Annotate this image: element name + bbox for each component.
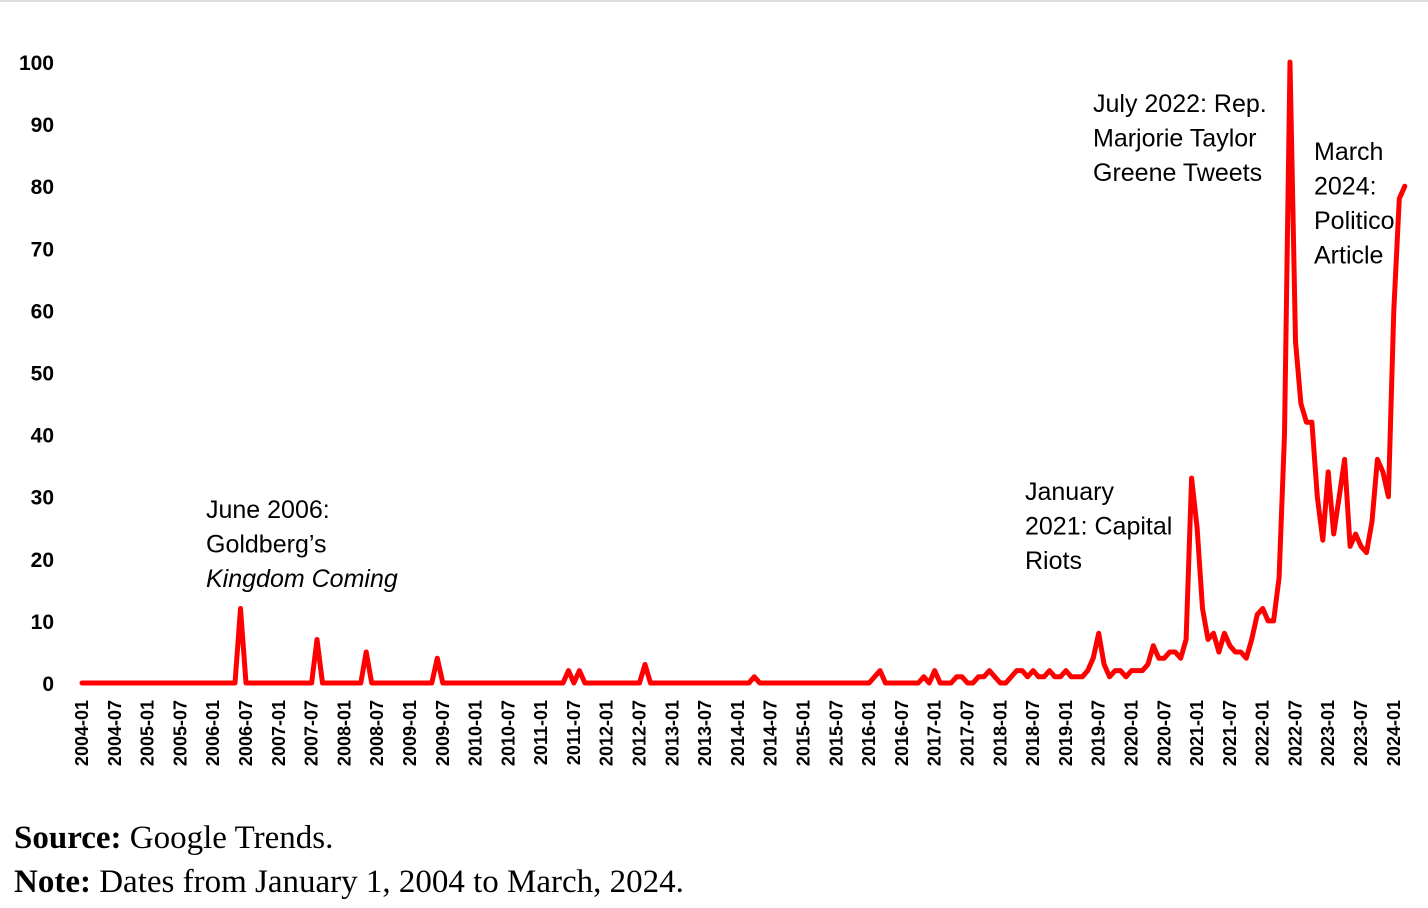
x-tick-label: 2013-01 xyxy=(662,700,682,766)
x-tick-label: 2004-01 xyxy=(72,700,92,766)
y-tick-label: 20 xyxy=(31,549,54,572)
x-tick-label: 2018-07 xyxy=(1023,700,1043,766)
note-line: Note: Dates from January 1, 2004 to Marc… xyxy=(14,860,684,904)
plot-area xyxy=(79,59,1408,686)
y-axis: 0 10 20 30 40 50 60 70 80 90 100 xyxy=(19,52,54,696)
x-tick-label: 2004-07 xyxy=(105,700,125,766)
y-tick-label: 80 xyxy=(31,176,54,199)
x-tick-label: 2012-01 xyxy=(597,700,617,766)
x-tick-label: 2005-07 xyxy=(170,700,190,766)
x-tick-label: 2016-01 xyxy=(859,700,879,766)
x-tick-label: 2017-01 xyxy=(925,700,945,766)
source-text: Google Trends. xyxy=(121,820,334,856)
x-tick-label: 2021-07 xyxy=(1220,700,1240,766)
annotation-3: July 2022: Rep. Marjorie Taylor Greene Twe… xyxy=(1093,90,1267,187)
x-tick-label: 2014-01 xyxy=(728,700,748,766)
x-tick-label: 2022-07 xyxy=(1285,700,1305,766)
y-tick-label: 10 xyxy=(31,611,54,634)
x-tick-label: 2019-01 xyxy=(1056,700,1076,766)
x-tick-label: 2016-07 xyxy=(892,700,912,766)
x-tick-label: 2023-01 xyxy=(1318,700,1338,766)
annotation-4: March 2024: Politico Article xyxy=(1314,138,1395,270)
x-tick-label: 2015-07 xyxy=(826,700,846,766)
footer-notes: Source: Google Trends. Note: Dates from … xyxy=(14,816,684,904)
x-tick-label: 2010-01 xyxy=(466,700,486,766)
x-tick-label: 2023-07 xyxy=(1351,700,1371,766)
x-tick-label: 2018-01 xyxy=(990,700,1010,766)
annotations: June 2006: Goldberg’s Kingdom Coming Januar… xyxy=(206,90,1395,593)
x-tick-label: 2008-01 xyxy=(334,700,354,766)
x-tick-label: 2011-01 xyxy=(531,700,551,765)
x-tick-label: 2009-01 xyxy=(400,700,420,766)
x-tick-label: 2015-01 xyxy=(794,700,814,766)
x-tick-label: 2014-07 xyxy=(761,700,781,766)
x-tick-label: 2013-07 xyxy=(695,700,715,766)
x-tick-label: 2008-07 xyxy=(367,700,387,766)
annotation-1: June 2006: Goldberg’s Kingdom Coming xyxy=(206,496,398,593)
y-tick-label: 50 xyxy=(31,363,54,386)
y-tick-label: 60 xyxy=(31,300,54,323)
x-tick-label: 2007-01 xyxy=(269,700,289,766)
y-tick-label: 0 xyxy=(42,673,54,696)
x-tick-label: 2017-07 xyxy=(957,700,977,766)
top-border xyxy=(0,0,1428,2)
y-tick-label: 70 xyxy=(31,238,54,261)
x-tick-label: 2020-07 xyxy=(1154,700,1174,766)
series-line xyxy=(79,59,1408,686)
y-tick-label: 40 xyxy=(31,425,54,448)
x-tick-label: 2005-01 xyxy=(138,700,158,766)
x-tick-label: 2006-07 xyxy=(236,700,256,766)
note-text: Dates from January 1, 2004 to March, 202… xyxy=(90,864,684,900)
x-tick-label: 2022-01 xyxy=(1253,700,1273,766)
annotation-2: January 2021: Capital Riots xyxy=(1025,478,1172,575)
x-axis: 2004-01 2004-07 2005-01 2005-07 2006-01 2006-… xyxy=(72,700,1404,766)
x-tick-label: 2019-07 xyxy=(1089,700,1109,766)
x-tick-label: 2011-07 xyxy=(564,700,584,765)
y-tick-label: 100 xyxy=(19,52,54,75)
y-tick-label: 30 xyxy=(31,487,54,510)
x-tick-label: 2012-07 xyxy=(630,700,650,766)
x-tick-label: 2009-07 xyxy=(433,700,453,766)
x-tick-label: 2021-01 xyxy=(1187,700,1207,766)
x-tick-label: 2010-07 xyxy=(498,700,518,766)
y-tick-label: 90 xyxy=(31,114,54,137)
x-tick-label: 2006-01 xyxy=(203,700,223,766)
x-tick-label: 2024-01 xyxy=(1384,700,1404,766)
x-tick-label: 2020-01 xyxy=(1121,700,1141,766)
source-line: Source: Google Trends. xyxy=(14,816,684,860)
x-tick-label: 2007-07 xyxy=(302,700,322,766)
source-label: Source: xyxy=(14,820,122,856)
note-label: Note: xyxy=(14,864,91,900)
